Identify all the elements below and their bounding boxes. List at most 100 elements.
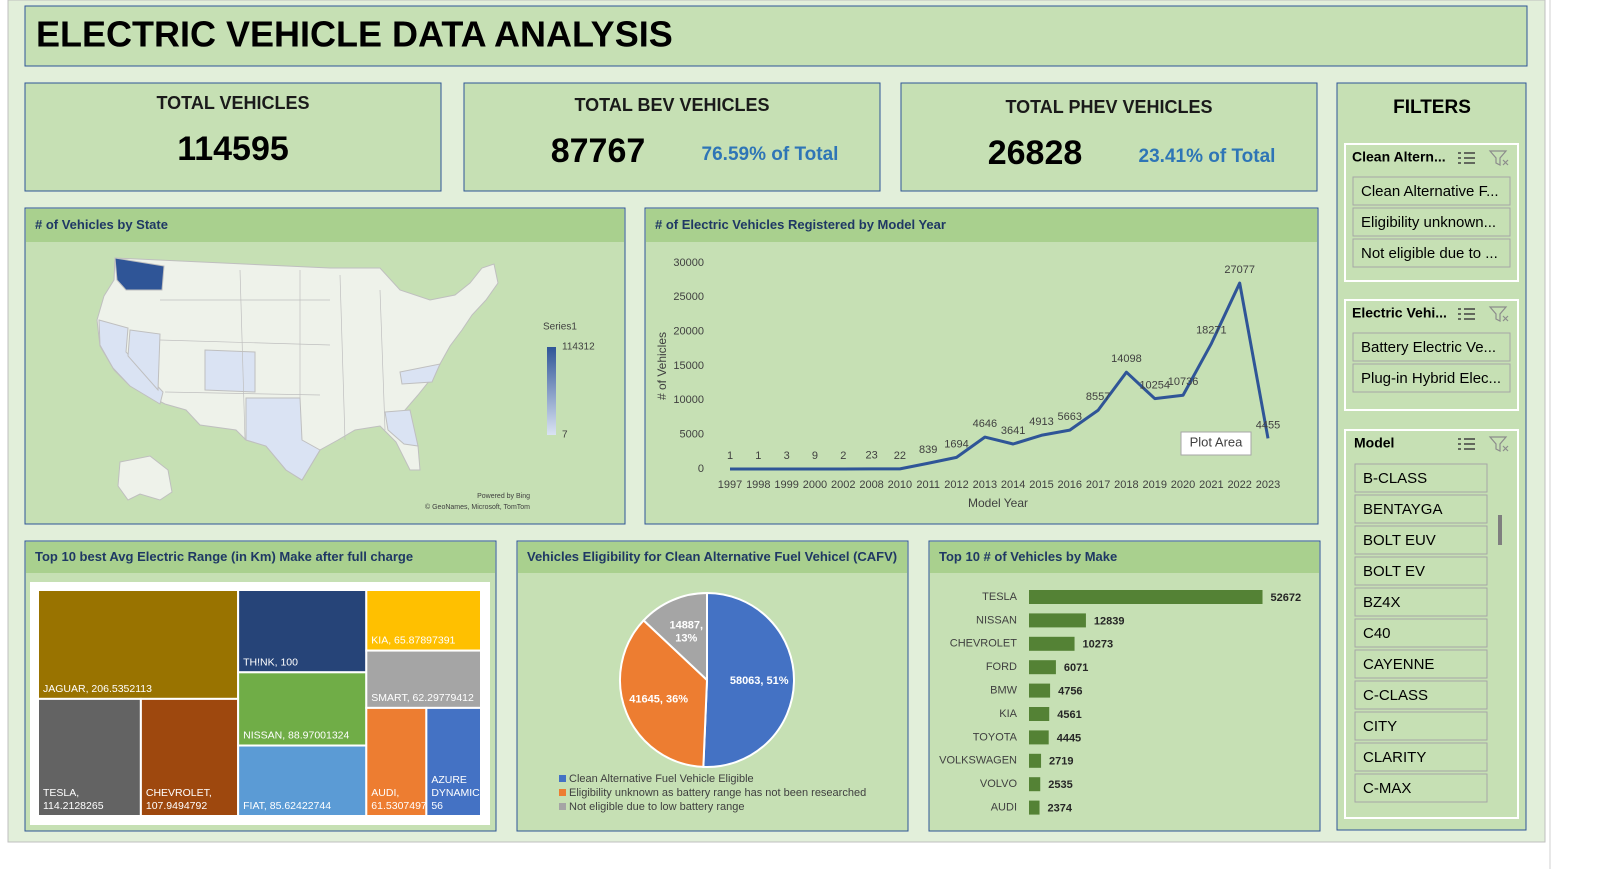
page-title: ELECTRIC VEHICLE DATA ANALYSIS (36, 14, 673, 55)
data-label: 1 (727, 450, 733, 462)
category-label: NISSAN (976, 614, 1017, 626)
kpi-share: 23.41% of Total (1139, 146, 1276, 167)
legend-swatch (559, 803, 566, 810)
tooltip: Plot Area (1190, 434, 1244, 449)
state-region (399, 363, 441, 385)
x-tick-label: 2010 (888, 479, 912, 491)
slicer-item[interactable] (1352, 363, 1511, 393)
x-tick-label: 2018 (1114, 479, 1138, 491)
tile-label: CHEVROLET, 107.9494792 (146, 787, 212, 812)
slicer-item[interactable] (1354, 494, 1488, 524)
slicer-item-label[interactable]: C-MAX (1363, 780, 1411, 797)
data-label: 8557 (1086, 391, 1110, 403)
data-label: 9 (812, 450, 818, 462)
state-border (379, 289, 386, 431)
slicer-item[interactable] (1352, 207, 1511, 237)
state-border (159, 339, 331, 346)
chart-header (646, 209, 1317, 242)
slicer-item[interactable] (1354, 649, 1488, 679)
data-label: 2374 (1048, 803, 1073, 815)
x-tick-label: 2014 (1001, 479, 1025, 491)
data-label: 1 (755, 450, 761, 462)
slicer-item[interactable] (1354, 773, 1488, 803)
multi-select-icon[interactable] (1458, 152, 1475, 164)
treemap-tile (365, 706, 428, 817)
slicer-item-label[interactable]: BOLT EUV (1363, 532, 1436, 549)
slicer-item[interactable] (1354, 463, 1488, 493)
slicer-item[interactable] (1352, 176, 1511, 206)
data-label: 10254 (1139, 379, 1170, 391)
legend-swatch (559, 789, 566, 796)
tile-label: AUDI, 61.53074979 (371, 787, 432, 812)
clear-filter-icon[interactable] (1488, 436, 1509, 452)
slicer-item[interactable] (1354, 618, 1488, 648)
slicer-item[interactable] (1354, 680, 1488, 710)
slicer-item-label[interactable]: CLARITY (1363, 749, 1426, 766)
treemap-tile (237, 589, 368, 674)
state-highlight (114, 257, 165, 291)
y-tick-label: 20000 (673, 326, 704, 338)
y-tick-label: 30000 (673, 257, 704, 269)
x-tick-label: 2012 (944, 479, 968, 491)
slicer-item-label[interactable]: Eligibility unknown... (1361, 214, 1496, 231)
tile-label: TESLA, 114.2128265 (43, 787, 104, 812)
treemap-tile (425, 706, 483, 817)
slicer-item-label[interactable]: CAYENNE (1363, 656, 1434, 673)
slicer-item-label[interactable]: C40 (1363, 625, 1391, 642)
chart-header (26, 209, 624, 242)
data-label: 10736 (1168, 376, 1199, 388)
x-tick-label: 2000 (803, 479, 827, 491)
clear-filter-icon[interactable] (1488, 306, 1509, 322)
data-label: 18271 (1196, 324, 1227, 336)
x-axis-label: Model Year (968, 496, 1028, 510)
bar (1029, 730, 1049, 745)
multi-select-icon[interactable] (1458, 308, 1475, 320)
slicer-item-label[interactable]: BZ4X (1363, 594, 1401, 611)
slicer-item-label[interactable]: BOLT EV (1363, 563, 1425, 580)
filters-title: FILTERS (1393, 97, 1471, 118)
pie-slice (619, 618, 709, 768)
slicer-item[interactable] (1354, 742, 1488, 772)
slicer-item[interactable] (1354, 525, 1488, 555)
slicer-item[interactable] (1354, 587, 1488, 617)
slicer-item-label[interactable]: Not eligible due to ... (1361, 245, 1498, 262)
data-label: 12839 (1094, 615, 1125, 627)
slicer-item-label[interactable]: Clean Alternative F... (1361, 183, 1499, 200)
slicer-scrollbar[interactable] (1498, 515, 1502, 545)
state-region (127, 329, 161, 392)
multi-select-icon[interactable] (1458, 438, 1475, 450)
x-tick-label: 1999 (774, 479, 798, 491)
tile-label: JAGUAR, 206.5352113 (43, 683, 152, 695)
chart-panel (644, 207, 1319, 525)
slicer-item-label[interactable]: C-CLASS (1363, 687, 1428, 704)
pie-slice (702, 591, 795, 768)
clear-filter-icon[interactable] (1488, 150, 1509, 166)
chart-header (518, 542, 907, 573)
slicer-item[interactable] (1354, 556, 1488, 586)
chart-header (930, 542, 1319, 573)
kpi-share: 76.59% of Total (702, 144, 839, 165)
data-label: 3641 (1001, 425, 1025, 437)
slicer-item-label[interactable]: B-CLASS (1363, 470, 1427, 487)
category-label: AUDI (991, 802, 1017, 814)
line-series (730, 281, 1270, 471)
slicer-item-label[interactable]: CITY (1363, 718, 1397, 735)
state-border (339, 274, 346, 441)
treemap-tile (139, 697, 240, 817)
kpi-value: 87767 (551, 132, 646, 170)
legend-title: Series1 (543, 322, 577, 333)
slicer-item-label[interactable]: BENTAYGA (1363, 501, 1442, 518)
x-tick-label: 2011 (916, 479, 940, 491)
bar (1029, 800, 1040, 815)
slicer-item[interactable] (1352, 332, 1511, 362)
slicer-item-label[interactable]: Plug-in Hybrid Elec... (1361, 370, 1501, 387)
slicer-item[interactable] (1354, 711, 1488, 741)
alaska (117, 455, 173, 501)
tile-label: NISSAN, 88.97001324 (243, 729, 349, 741)
kpi-card (24, 82, 442, 192)
slicer-item-label[interactable]: Battery Electric Ve... (1361, 339, 1496, 356)
slicer-item[interactable] (1352, 238, 1511, 268)
kpi-value: 114595 (177, 130, 289, 168)
category-label: FORD (986, 661, 1017, 673)
bar (1029, 753, 1042, 768)
